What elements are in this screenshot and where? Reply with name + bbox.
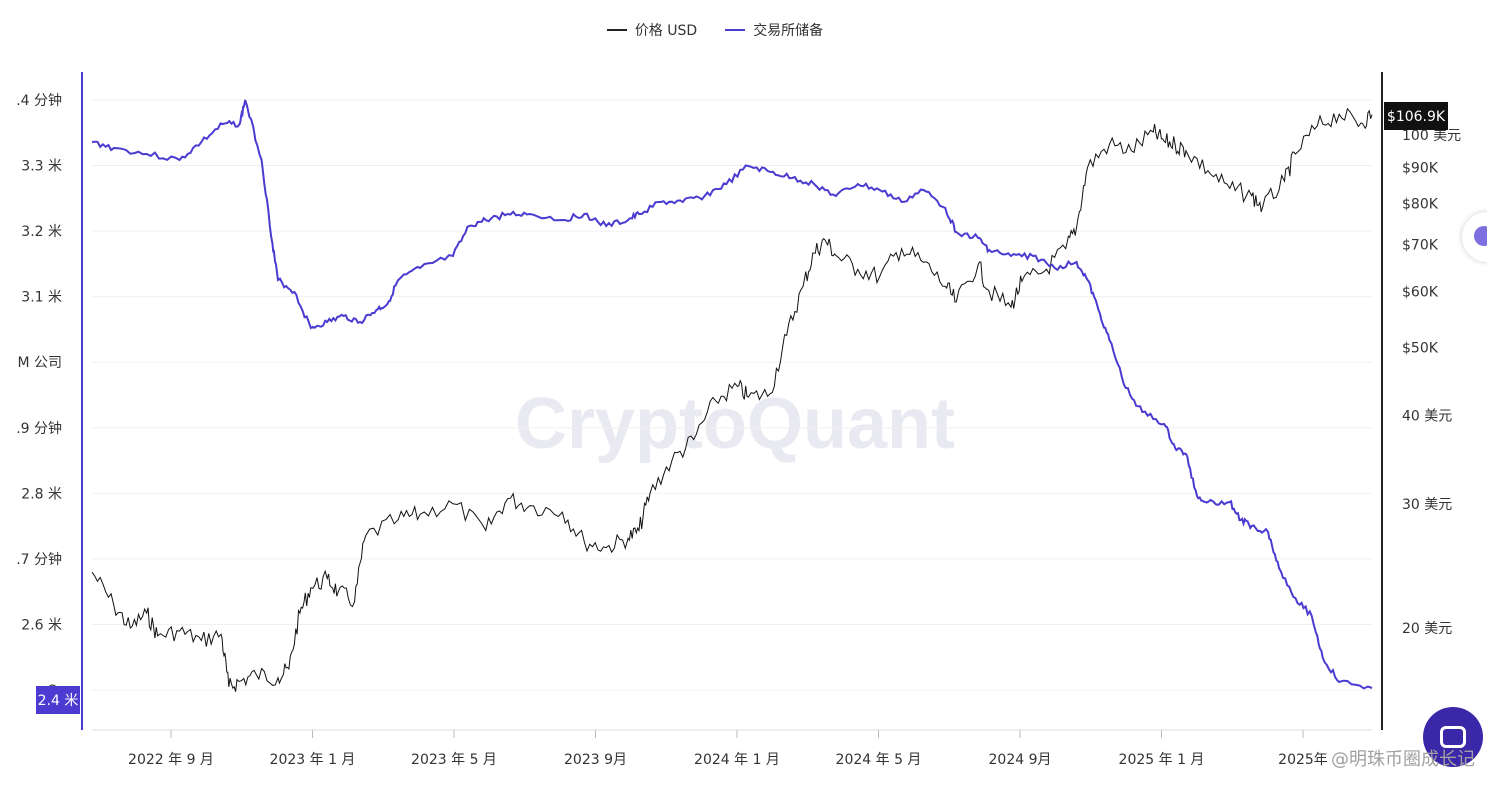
left-tick-label: .4 分钟	[16, 92, 62, 109]
x-tick-label: 2023 年 1 月	[270, 752, 356, 768]
right-tick-label: $80K	[1402, 196, 1439, 212]
legend-swatch-price	[606, 29, 627, 31]
left-tick-label: 3.1 米	[21, 290, 62, 306]
right-tick-label: $70K	[1402, 237, 1439, 253]
chat-button[interactable]	[1423, 707, 1483, 767]
watermark: CryptoQuant	[515, 384, 955, 464]
right-current-badge: $106.9K	[1384, 102, 1448, 130]
legend-item-price[interactable]: 价格 USD	[606, 20, 698, 40]
right-badge-label: $106.9K	[1387, 109, 1446, 125]
legend: 价格 USD 交易所储备	[0, 20, 1430, 40]
left-tick-label: .7 分钟	[16, 551, 62, 568]
x-tick-label: 2025 年 1 月	[1119, 752, 1205, 768]
left-tick-label: 2.6 米	[21, 617, 62, 633]
left-current-badge: 2.4 米	[36, 686, 80, 714]
right-tick-label: 100 美元	[1402, 128, 1461, 144]
x-tick-label: 2024 年 5 月	[836, 752, 922, 768]
right-tick-label: 20 美元	[1402, 621, 1452, 637]
grid	[92, 99, 1372, 691]
right-tick-label: $50K	[1402, 340, 1439, 356]
series-line-price	[91, 107, 1373, 692]
widget-icon	[1474, 226, 1487, 246]
right-badge-bg	[1384, 102, 1448, 130]
right-tick-label: 40 美元	[1402, 409, 1452, 425]
legend-label-price: 价格 USD	[634, 23, 698, 39]
x-tick-label: 2023 年 5 月	[411, 752, 497, 768]
x-tick-label: 2024 9月	[989, 752, 1052, 768]
left-axis: .4 分钟 3.3 米 3.2 米 3.1 米 M 公司 .9 分钟 2.8 米 .7 分钟 2…	[16, 72, 83, 730]
series-layer	[91, 99, 1373, 692]
chat-icon	[1440, 726, 1466, 748]
left-tick-label: .9 分钟	[16, 420, 62, 437]
footer-watermark: @明珠币圈成长记	[1331, 749, 1475, 770]
right-axis: 100 美元 $90K $80K $70K $60K $50K 40 美元 30 美元 20 美…	[1381, 72, 1461, 730]
legend-swatch-reserve	[725, 29, 746, 31]
right-tick-label: 30 美元	[1402, 497, 1452, 513]
x-tick-label: 2023 9月	[564, 752, 627, 768]
x-axis: 2022 年 9 月 2023 年 1 月 2023 年 5 月 2023 9月 202…	[92, 729, 1372, 768]
x-tick-label: 2022 年 9 月	[128, 752, 214, 768]
left-tick-label: 2.8 米	[21, 486, 62, 502]
left-badge-bg	[36, 686, 80, 714]
left-badge-label: 2.4 米	[38, 693, 79, 709]
legend-item-reserve[interactable]: 交易所储备	[725, 20, 823, 40]
x-tick-label: 2024 年 1 月	[694, 752, 780, 768]
left-tick-label: M 公司	[17, 355, 62, 371]
legend-label-reserve: 交易所储备	[753, 23, 824, 39]
badges: 2.4 米 $106.9K	[36, 102, 1448, 714]
right-tick-label: $90K	[1402, 160, 1439, 176]
x-tick-label: 2025年	[1278, 752, 1328, 768]
right-tick-label: $60K	[1402, 284, 1439, 300]
series-line-reserve	[91, 99, 1373, 690]
left-tick-label: 3.2 米	[21, 224, 62, 240]
left-tick-label: 3.3 米	[21, 159, 62, 175]
